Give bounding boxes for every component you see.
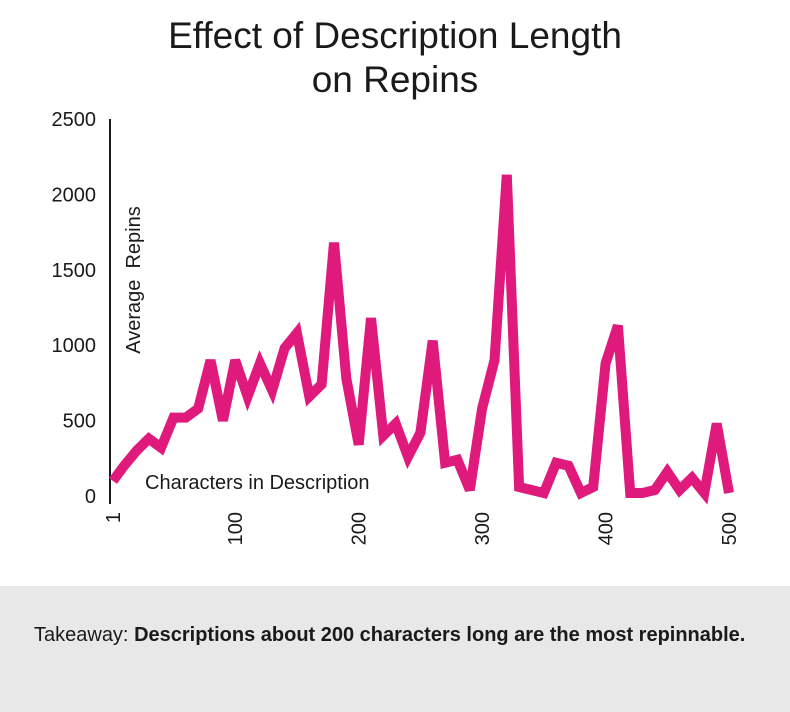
x-tick-label: 100 [225,512,247,545]
y-tick-label: 1000 [52,335,97,357]
x-tick-label: 400 [596,512,618,545]
x-tick-label: 500 [719,512,741,545]
y-tick-label: 500 [63,411,96,433]
takeaway-label: Takeaway: [34,624,135,646]
takeaway-text: Takeaway: Descriptions about 200 charact… [34,622,754,649]
chart-title-line-1: Effect of Description Length [168,15,622,56]
takeaway-statement: Descriptions about 200 characters long a… [134,624,746,646]
x-tick-label: 200 [349,512,371,545]
x-tick-label: 1 [103,512,125,523]
x-axis-ticks: 1 100 200 300 400 500 [103,512,741,545]
x-axis-label: Characters in Description [145,472,370,494]
series-line [108,174,734,505]
chart-title-line-2: on Repins [311,59,479,100]
line-chart: 0 500 1000 1500 2000 2500 1 100 200 300 400 500 Av… [52,109,742,545]
y-tick-label: 1500 [52,260,97,282]
x-tick-label: 300 [472,512,494,545]
y-tick-label: 2500 [52,109,97,131]
y-tick-label: 2000 [52,184,97,206]
chart-title: Effect of Description Length on Repins [0,14,790,102]
y-axis-ticks: 0 500 1000 1500 2000 2500 [52,109,97,508]
y-tick-label: 0 [85,486,96,508]
y-axis-label: Average Repins [123,206,145,354]
takeaway-panel: Takeaway: Descriptions about 200 charact… [0,586,790,712]
